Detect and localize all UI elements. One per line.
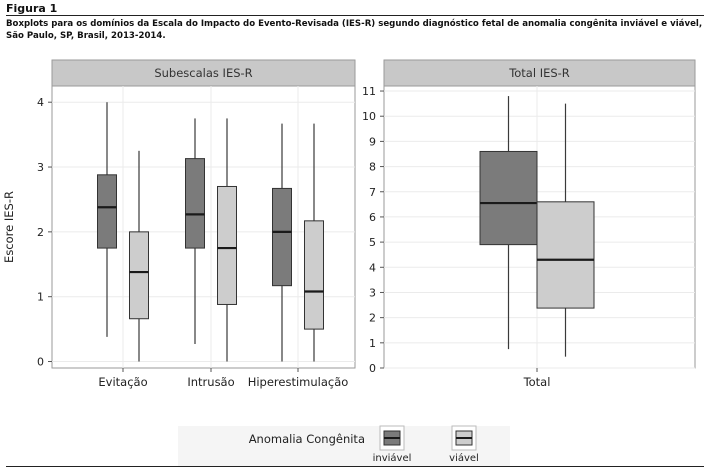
panel-2-ytick-label: 8 [369, 161, 376, 174]
panel-2-ytick-label: 5 [369, 236, 376, 249]
panel-2-ytick-label: 9 [369, 135, 376, 148]
panel-1-xtick-label: Evitação [98, 375, 147, 389]
legend-label-viavel: viável [449, 452, 479, 464]
iqr-box [479, 150, 538, 246]
panel-1-ytick-label: 2 [37, 226, 44, 239]
legend-label-inviavel: inviável [373, 452, 412, 464]
panel-1-header [51, 59, 356, 87]
panel-2-xtick-label: Total [523, 375, 551, 389]
iqr-box [272, 187, 292, 287]
figure-caption: Boxplots para os domínios da Escala do I… [6, 19, 703, 41]
iqr-box [129, 231, 149, 320]
panel-2-ytick-label: 2 [369, 312, 376, 325]
panel-2-ytick-label: 6 [369, 211, 376, 224]
panel-2-ytick-label: 0 [369, 362, 376, 375]
iqr-box [536, 201, 595, 309]
panel-1-box-inviavel-3 [272, 123, 292, 362]
panel-1-ylabel: Escore IES-R [2, 191, 16, 263]
panel-2-ytick-label: 4 [369, 261, 376, 274]
iqr-box [217, 185, 237, 305]
panel-2-ytick-label: 10 [362, 110, 376, 123]
legend-title: Anomalia Congênita [249, 432, 365, 446]
figure-label: Figura 1 [6, 2, 58, 15]
panel-1-xtick-label: Intrusão [187, 375, 234, 389]
iqr-box [185, 158, 205, 249]
iqr-box [304, 220, 324, 330]
bottom-rule [6, 466, 704, 467]
panel-1-box-viavel-1 [129, 150, 149, 362]
panel-2-ytick-label: 7 [369, 186, 376, 199]
panel-2-title: Total IES-R [508, 66, 570, 80]
panel-2-header [383, 59, 696, 87]
panel-2-ytick-label: 3 [369, 286, 376, 299]
panel-1-ytick-label: 0 [37, 356, 44, 369]
panel-1-title: Subescalas IES-R [154, 66, 252, 80]
panel-1-box-inviavel-1 [97, 102, 117, 337]
panel-1-ytick-label: 3 [37, 161, 44, 174]
panel-1-ytick-label: 1 [37, 291, 44, 304]
panel-1-box-inviavel-2 [185, 118, 205, 345]
panel-2-ytick-label: 1 [369, 337, 376, 350]
panel-2-ytick-label: 11 [362, 85, 376, 98]
panel-1-xtick-label: Hiperestimulação [248, 375, 349, 389]
iqr-box [97, 174, 117, 249]
panel-1-ytick-label: 4 [37, 96, 44, 109]
top-rule [6, 15, 704, 16]
panel-1-box-viavel-2 [217, 118, 237, 362]
panel-2-box-viavel-1 [536, 103, 595, 357]
panel-2-box-inviavel-1 [479, 96, 538, 350]
panel-1-box-viavel-3 [304, 123, 324, 362]
